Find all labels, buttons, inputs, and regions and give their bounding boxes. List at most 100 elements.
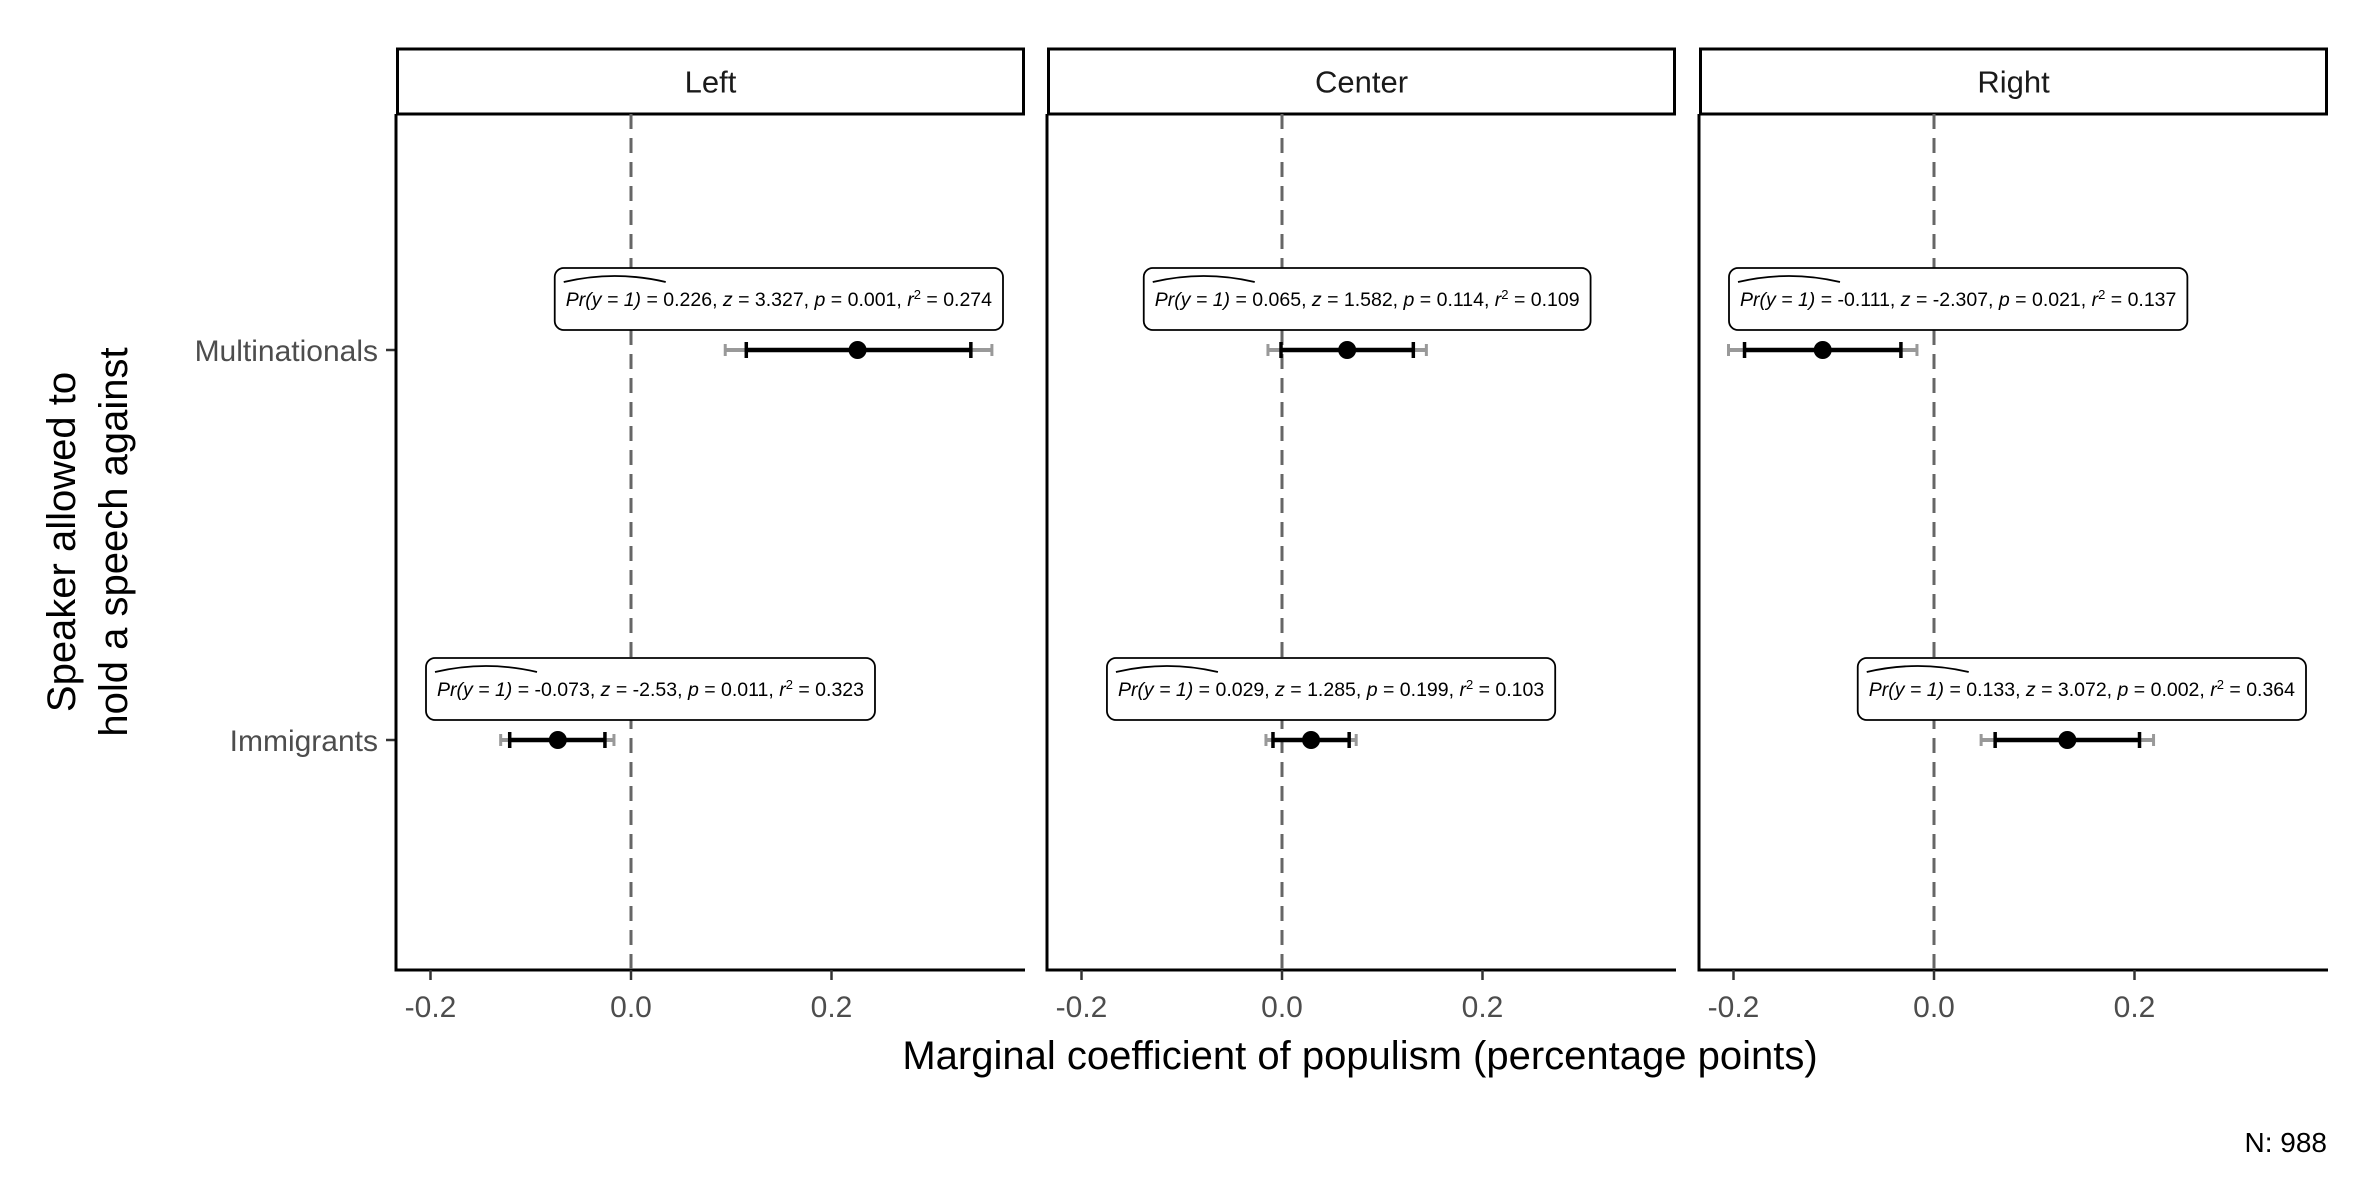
facet-strip-label: Center [1315, 65, 1408, 100]
annotation-p-value: = 0.199, [1378, 679, 1460, 701]
annotation-r2-value: = 0.364 [2224, 679, 2295, 701]
x-tick-label: -0.2 [1708, 991, 1760, 1024]
annotation-r2-value: = 0.274 [921, 289, 992, 311]
annotation-r2-value: = 0.109 [1509, 289, 1580, 311]
annotation-p-value: = 0.002, [2128, 679, 2210, 701]
annotation-p-value: = 0.011, [699, 679, 779, 701]
annotation-z-symbol: z [1900, 289, 1911, 311]
annotation-prefix: Pr(y = 1) [1869, 679, 1944, 701]
estimate-annotation: Pr(y = 1) = 0.226, z = 3.327, p = 0.001,… [553, 267, 1004, 331]
annotation-r2-value: = 0.103 [1473, 679, 1544, 701]
annotation-box [1142, 267, 1592, 331]
annotation-prefix: Pr(y = 1) [1155, 289, 1230, 311]
annotation-p-value: = 0.114, [1414, 289, 1494, 311]
annotation-z-value: = -2.53, [610, 679, 688, 701]
annotation-z-value: = 3.072, [2036, 679, 2118, 701]
annotation-p-value: = 0.021, [2010, 289, 2092, 311]
point-estimate [1302, 731, 1321, 749]
annotation-z-value: = -2.307, [1911, 289, 1999, 311]
point-estimate [548, 731, 567, 749]
annotation-box [1728, 267, 2189, 331]
annotation-text: Pr(y = 1) = 0.029, z = 1.285, p = 0.199,… [1118, 677, 1544, 702]
annotation-estimate: = 0.065, [1230, 289, 1312, 311]
annotation-prefix: Pr(y = 1) [1740, 289, 1815, 311]
estimate-center-immigrants: Pr(y = 1) = 0.029, z = 1.285, p = 0.199,… [1106, 657, 1557, 749]
x-tick-label: 0.2 [811, 991, 853, 1024]
annotation-z-symbol: z [1311, 289, 1322, 311]
annotation-r-symbol: r [1495, 289, 1503, 311]
estimate-annotation: Pr(y = 1) = 0.133, z = 3.072, p = 0.002,… [1856, 657, 2307, 721]
annotation-box [1856, 657, 2307, 721]
estimate-annotation: Pr(y = 1) = 0.029, z = 1.285, p = 0.199,… [1106, 657, 1557, 721]
facet-strip-label: Right [1977, 65, 2050, 100]
annotation-p-symbol: p [814, 289, 826, 311]
estimate-right-immigrants: Pr(y = 1) = 0.133, z = 3.072, p = 0.002,… [1856, 657, 2307, 749]
sample-size-note: N: 988 [2245, 1127, 2328, 1158]
annotation-r-symbol: r [779, 679, 787, 701]
annotation-estimate: = 0.226, [641, 289, 723, 311]
annotation-r-symbol: r [2092, 289, 2100, 311]
annotation-hat [1152, 275, 1255, 283]
x-tick-label: 0.0 [1913, 991, 1955, 1024]
annotation-p-symbol: p [1998, 289, 2010, 311]
annotation-p-symbol: p [687, 679, 699, 701]
y-axis-title-line-1: Speaker allowed to [40, 372, 84, 712]
annotation-r-superscript: 2 [2098, 287, 2105, 302]
annotation-z-symbol: z [600, 679, 611, 701]
x-tick-label: 0.0 [1261, 991, 1303, 1024]
facet-panel-right: Right -0.2 0.0 0.2 Pr(y = 1) = -0.111, z = -… [1697, 47, 2328, 1024]
annotation-z-symbol: z [722, 289, 733, 311]
estimate-center-multinationals: Pr(y = 1) = 0.065, z = 1.582, p = 0.114,… [1142, 267, 1592, 359]
annotation-prefix: Pr(y = 1) [437, 679, 512, 701]
estimate-left-immigrants: Pr(y = 1) = -0.073, z = -2.53, p = 0.011… [425, 657, 876, 749]
annotation-text: Pr(y = 1) = 0.133, z = 3.072, p = 0.002,… [1869, 677, 2295, 702]
annotation-text: Pr(y = 1) = -0.111, z = -2.307, p = 0.02… [1740, 287, 2176, 312]
annotation-r2-value: = 0.323 [793, 679, 864, 701]
facet-strip [1699, 47, 2328, 116]
annotation-estimate: = -0.073, [512, 679, 600, 701]
y-tick-label: Multinationals [195, 335, 378, 368]
point-estimate [848, 341, 867, 359]
facet-strip [396, 47, 1025, 116]
annotation-text: Pr(y = 1) = 0.065, z = 1.582, p = 0.114,… [1155, 287, 1580, 312]
annotation-r-superscript: 2 [2217, 677, 2224, 692]
annotation-p-value: = 0.001, [825, 289, 907, 311]
x-tick-label: 0.2 [2114, 991, 2156, 1024]
annotation-p-symbol: p [1403, 289, 1415, 311]
estimate-annotation: Pr(y = 1) = -0.111, z = -2.307, p = 0.02… [1728, 267, 2189, 331]
y-tick-label: Immigrants [230, 725, 378, 758]
point-estimate [2058, 731, 2077, 749]
annotation-prefix: Pr(y = 1) [566, 289, 641, 311]
annotation-hat [1866, 665, 1969, 673]
annotation-box [1106, 657, 1557, 721]
point-estimate [1338, 341, 1357, 359]
annotation-r-symbol: r [907, 289, 915, 311]
annotation-p-symbol: p [2117, 679, 2129, 701]
facet-panel-center: Center -0.2 0.0 0.2 Pr(y = 1) = 0.065, z = 1… [1045, 47, 1676, 1024]
annotation-r-superscript: 2 [914, 287, 921, 302]
annotation-hat [434, 665, 538, 673]
annotation-prefix: Pr(y = 1) [1118, 679, 1193, 701]
annotation-z-value: = 1.582, [1322, 289, 1404, 311]
x-axis-title: Marginal coefficient of populism (percen… [902, 1034, 1817, 1078]
annotation-estimate: = -0.111, [1815, 289, 1900, 311]
annotation-text: Pr(y = 1) = -0.073, z = -2.53, p = 0.011… [437, 677, 864, 702]
annotation-hat [1737, 275, 1841, 283]
x-tick-label: 0.0 [610, 991, 652, 1024]
estimate-annotation: Pr(y = 1) = -0.073, z = -2.53, p = 0.011… [425, 657, 876, 721]
annotation-r-symbol: r [2210, 679, 2218, 701]
annotation-r2-value: = 0.137 [2105, 289, 2176, 311]
facet-panel-left: Left -0.2 0.0 0.2 Pr(y = 1) = 0.226, z = 3.3… [394, 47, 1025, 1024]
annotation-text: Pr(y = 1) = 0.226, z = 3.327, p = 0.001,… [566, 287, 992, 312]
facet-strip [1047, 47, 1676, 116]
annotation-z-value: = 1.285, [1285, 679, 1367, 701]
estimate-annotation: Pr(y = 1) = 0.065, z = 1.582, p = 0.114,… [1142, 267, 1592, 331]
x-tick-label: -0.2 [1056, 991, 1108, 1024]
x-tick-label: 0.2 [1462, 991, 1504, 1024]
annotation-z-value: = 3.327, [733, 289, 815, 311]
annotation-estimate: = 0.029, [1193, 679, 1275, 701]
annotation-r-superscript: 2 [1466, 677, 1473, 692]
annotation-r-superscript: 2 [1501, 287, 1508, 302]
annotation-r-superscript: 2 [786, 677, 793, 692]
annotation-box [553, 267, 1004, 331]
